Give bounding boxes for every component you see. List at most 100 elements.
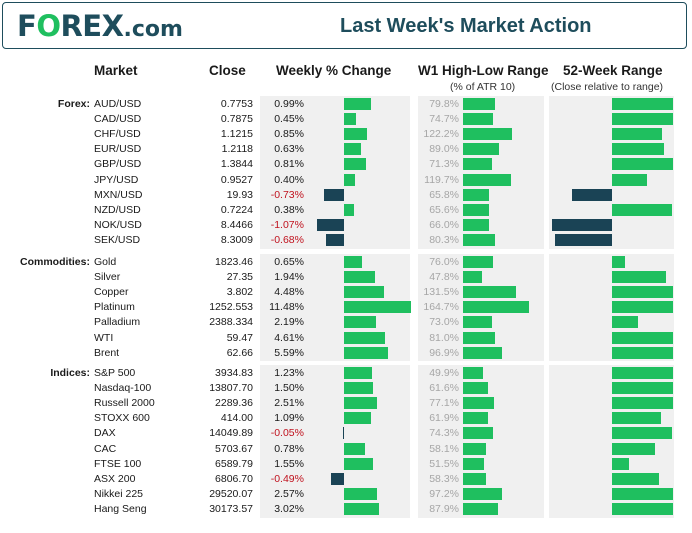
market-name: GBP/USD: [94, 158, 142, 171]
w1-range-bar: [463, 382, 488, 395]
col-header-w1-range: W1 High-Low Range: [418, 63, 549, 78]
weekly-change-label: 4.48%: [274, 286, 304, 299]
weekly-change-label: -0.05%: [270, 427, 304, 440]
weekly-change-bar: [342, 427, 344, 440]
w1-range-bar: [463, 218, 490, 231]
range52-bar: [612, 367, 673, 379]
close-value: 1.3844: [220, 158, 253, 171]
weekly-change-bar: [344, 143, 361, 156]
logo-letters-rex: REX: [60, 9, 124, 43]
w1-range-label: 164.7%: [423, 301, 459, 314]
col-subheader-w1-range: (% of ATR 10): [450, 81, 516, 93]
w1-range-bar: [463, 397, 494, 410]
weekly-change-bar: [344, 173, 355, 186]
weekly-change-label: -0.49%: [270, 472, 304, 485]
w1-range-label: 47.8%: [429, 271, 459, 284]
range52-bar: [612, 316, 638, 329]
close-value: 3934.83: [215, 367, 253, 379]
forex-logo[interactable]: FOREX.com: [17, 9, 183, 43]
market-name: NZD/USD: [94, 203, 141, 216]
range52-bar: [612, 203, 672, 216]
w1-range-label: 49.9%: [429, 367, 459, 379]
weekly-change-label: 0.63%: [274, 143, 304, 156]
w1-range-bar: [463, 158, 492, 171]
market-name: Palladium: [94, 316, 141, 329]
weekly-change-label: 0.40%: [274, 173, 304, 186]
market-name: S&P 500: [94, 367, 136, 379]
table-row: Brent 62.66 5.59% 96.9%: [0, 346, 692, 361]
market-name: Russell 2000: [94, 397, 155, 410]
weekly-change-bar: [344, 457, 374, 470]
w1-range-label: 71.3%: [429, 158, 459, 171]
w1-range-bar: [463, 367, 483, 379]
w1-range-bar: [463, 271, 483, 284]
w1-range-bar: [463, 173, 511, 186]
w1-range-bar: [463, 427, 493, 440]
weekly-change-bar: [330, 472, 344, 485]
market-name: JPY/USD: [94, 173, 139, 186]
range52-bar: [612, 98, 673, 110]
market-name: Brent: [94, 346, 120, 359]
weekly-change-bar: [344, 382, 373, 395]
w1-range-bar: [463, 472, 487, 485]
logo-letter-f: F: [17, 9, 37, 43]
close-value: 14049.89: [209, 427, 253, 440]
table-row: Forex: AUD/USD 0.7753 0.99% 79.8%: [0, 97, 692, 112]
group-separator-1: [0, 250, 692, 253]
close-value: 27.35: [226, 271, 253, 284]
range52-bar: [612, 346, 673, 359]
w1-range-label: 65.8%: [429, 188, 459, 201]
weekly-change-label: 1.09%: [274, 412, 304, 425]
close-value: 414.00: [220, 412, 253, 425]
close-value: 8.4466: [220, 218, 253, 231]
market-name: FTSE 100: [94, 457, 142, 470]
table-row: NZD/USD 0.7224 0.38% 65.6%: [0, 203, 692, 218]
table-row: Platinum 1252.553 11.48% 164.7%: [0, 300, 692, 315]
weekly-change-label: 0.99%: [274, 98, 304, 110]
w1-range-bar: [463, 143, 499, 156]
col-header-market: Market: [94, 63, 138, 78]
table-row: MXN/USD 19.93 -0.73% 65.8%: [0, 188, 692, 203]
weekly-change-bar: [344, 367, 372, 379]
close-value: 29520.07: [209, 487, 253, 500]
close-value: 0.9527: [220, 173, 253, 186]
col-header-close: Close: [209, 63, 246, 78]
w1-range-label: 79.8%: [429, 98, 459, 110]
weekly-change-label: 2.57%: [274, 487, 304, 500]
w1-range-label: 74.3%: [429, 427, 459, 440]
weekly-change-bar: [344, 487, 377, 500]
w1-range-bar: [463, 188, 490, 201]
range52-bar: [612, 143, 665, 156]
weekly-change-bar: [344, 203, 355, 216]
range52-bar: [612, 271, 666, 284]
col-subheader-52week: (Close relative to range): [551, 81, 664, 93]
table-row: Palladium 2388.334 2.19% 73.0%: [0, 315, 692, 330]
weekly-change-label: 1.55%: [274, 457, 304, 470]
w1-range-label: 73.0%: [429, 316, 459, 329]
range52-bar: [612, 128, 663, 141]
close-value: 13807.70: [209, 382, 253, 395]
table-row: STOXX 600 414.00 1.09% 61.9%: [0, 411, 692, 426]
w1-range-label: 74.7%: [429, 113, 459, 126]
range52-bar: [612, 301, 673, 314]
table-row: Indices: S&P 500 3934.83 1.23% 49.9%: [0, 366, 692, 381]
range52-bar: [612, 382, 673, 395]
weekly-change-bar: [344, 442, 366, 455]
weekly-change-label: 0.45%: [274, 113, 304, 126]
w1-range-label: 61.9%: [429, 412, 459, 425]
table-row: Commodities: Gold 1823.46 0.65% 76.0%: [0, 255, 692, 270]
weekly-change-label: 0.65%: [274, 256, 304, 268]
market-name: ASX 200: [94, 472, 136, 485]
w1-range-bar: [463, 457, 484, 470]
market-name: Platinum: [94, 301, 135, 314]
close-value: 3.802: [226, 286, 253, 299]
weekly-change-label: 0.38%: [274, 203, 304, 216]
group-label: Commodities:: [19, 256, 90, 268]
table-row: Russell 2000 2289.36 2.51% 77.1%: [0, 396, 692, 411]
weekly-change-bar: [344, 301, 411, 314]
group-label: Forex:: [57, 98, 90, 110]
w1-range-label: 96.9%: [429, 346, 459, 359]
market-name: AUD/USD: [94, 98, 142, 110]
range52-bar: [612, 397, 673, 410]
table-row: EUR/USD 1.2118 0.63% 89.0%: [0, 142, 692, 157]
